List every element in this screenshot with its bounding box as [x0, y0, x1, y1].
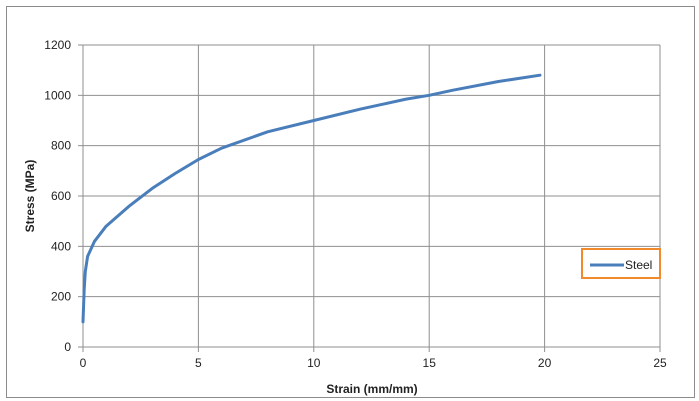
legend: Steel — [581, 248, 661, 279]
y-tick-label: 0 — [64, 340, 71, 354]
x-tick-label: 10 — [307, 356, 321, 370]
y-tick-label: 600 — [51, 189, 71, 203]
x-tick-label: 15 — [423, 356, 437, 370]
x-tick-label: 5 — [195, 356, 202, 370]
y-tick-labels: 0 200 400 600 800 1000 1200 — [44, 38, 71, 354]
y-tick-label: 1200 — [44, 38, 71, 52]
series-lines — [81, 73, 542, 324]
series-line-steel — [81, 73, 542, 324]
chart-frame — [6, 6, 695, 398]
x-tick-labels: 0 5 10 15 20 25 — [80, 356, 667, 370]
y-tick-label: 400 — [51, 239, 71, 253]
axes — [78, 44, 661, 352]
x-tick-label: 20 — [538, 356, 552, 370]
y-axis-title: Stress (MPa) — [23, 160, 37, 233]
y-tick-label: 1000 — [44, 88, 71, 102]
gridlines — [82, 44, 661, 348]
x-axis-title: Strain (mm/mm) — [326, 382, 417, 396]
x-tick-label: 25 — [653, 356, 667, 370]
y-tick-label: 800 — [51, 139, 71, 153]
legend-label-steel: Steel — [625, 258, 652, 272]
y-tick-label: 200 — [51, 290, 71, 304]
x-tick-label: 0 — [80, 356, 87, 370]
